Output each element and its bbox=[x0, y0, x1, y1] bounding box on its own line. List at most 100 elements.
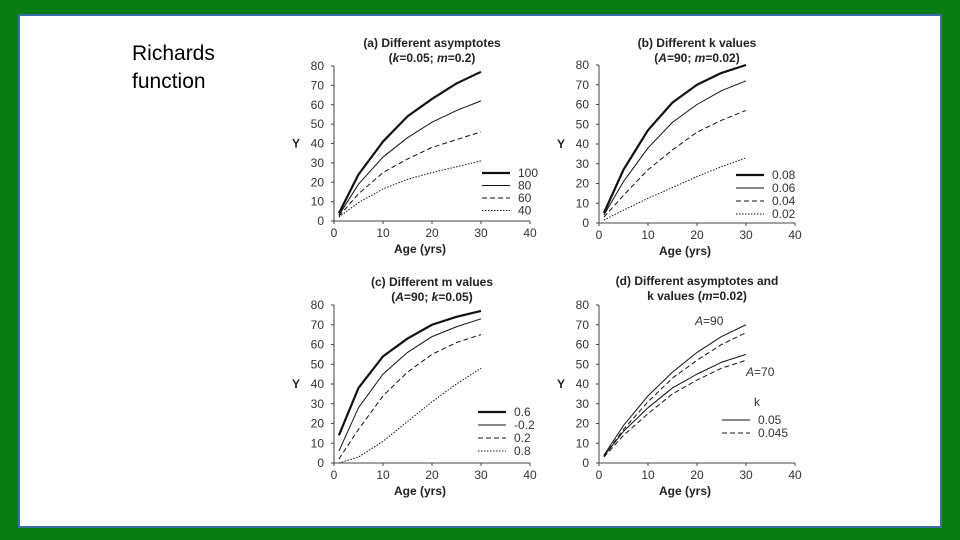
chart-title-line-2: (A=90; k=0.05) bbox=[391, 290, 472, 304]
legend-label: 0.8 bbox=[514, 444, 531, 458]
x-tick-label: 30 bbox=[474, 468, 488, 482]
slide-title: Richards function bbox=[132, 40, 272, 96]
chart-panel-c: (c) Different m values(A=90; k=0.05) 0 10 2… bbox=[292, 275, 537, 498]
legend-label: 80 bbox=[518, 179, 532, 193]
series-line-2 bbox=[603, 332, 747, 457]
y-tick-label: 70 bbox=[576, 318, 590, 332]
y-tick-label: 70 bbox=[311, 318, 325, 332]
y-tick-label: 70 bbox=[576, 78, 590, 92]
x-tick-label: 40 bbox=[788, 468, 802, 482]
x-tick-label: 30 bbox=[474, 226, 488, 240]
series-line-1 bbox=[603, 324, 747, 456]
x-tick-label: 20 bbox=[425, 468, 439, 482]
x-tick-label: 0 bbox=[596, 228, 603, 242]
x-tick-label: 10 bbox=[641, 228, 655, 242]
y-tick-label: 80 bbox=[576, 58, 590, 72]
x-tick-label: 30 bbox=[739, 468, 753, 482]
series-line-4 bbox=[603, 359, 747, 458]
x-tick-label: 40 bbox=[523, 226, 537, 240]
y-tick-label: 50 bbox=[576, 357, 590, 371]
y-tick-label: 0 bbox=[317, 214, 324, 228]
series-line-4 bbox=[338, 367, 482, 464]
series-line-1 bbox=[337, 309, 482, 436]
x-tick-label: 10 bbox=[641, 468, 655, 482]
series-line-3 bbox=[603, 109, 747, 218]
legend-label: 0.04 bbox=[772, 194, 796, 208]
curve-annotation: A=90 bbox=[694, 314, 724, 328]
series-line-2 bbox=[603, 80, 747, 216]
x-tick-label: 20 bbox=[690, 228, 704, 242]
chart-title-line-1: (d) Different asymptotes and bbox=[616, 274, 779, 288]
y-tick-label: 30 bbox=[311, 397, 325, 411]
series-line-1 bbox=[337, 70, 482, 214]
y-tick-label: 50 bbox=[311, 357, 325, 371]
series-line-1 bbox=[602, 63, 747, 214]
chart-panel-a: (a) Different asymptotes(k=0.05; m=0.2) 0… bbox=[292, 36, 538, 256]
y-tick-label: 80 bbox=[576, 298, 590, 312]
y-tick-label: 50 bbox=[576, 117, 590, 131]
legend-label: 0.06 bbox=[772, 181, 796, 195]
y-tick-label: 60 bbox=[311, 338, 325, 352]
x-tick-label: 30 bbox=[739, 228, 753, 242]
legend-label: 0.02 bbox=[772, 207, 796, 221]
slide-panel: Richards function bbox=[18, 14, 942, 528]
y-tick-label: 40 bbox=[576, 377, 590, 391]
y-tick-label: 80 bbox=[311, 59, 325, 73]
y-tick-label: 30 bbox=[576, 157, 590, 171]
legend-label: 40 bbox=[518, 204, 532, 218]
x-tick-label: 20 bbox=[690, 468, 704, 482]
y-tick-label: 10 bbox=[311, 436, 325, 450]
y-tick-label: 30 bbox=[576, 397, 590, 411]
y-tick-label: 10 bbox=[576, 196, 590, 210]
x-tick-label: 0 bbox=[596, 468, 603, 482]
x-tick-label: 0 bbox=[331, 468, 338, 482]
y-tick-label: 60 bbox=[311, 98, 325, 112]
chart-title-line-1: (c) Different m values bbox=[371, 275, 493, 289]
x-axis-label: Age (yrs) bbox=[394, 484, 446, 498]
y-tick-label: 80 bbox=[311, 298, 325, 312]
y-tick-label: 40 bbox=[576, 137, 590, 151]
series-line-4 bbox=[338, 160, 482, 218]
y-tick-label: 60 bbox=[576, 338, 590, 352]
y-tick-label: 40 bbox=[311, 377, 325, 391]
x-tick-label: 20 bbox=[425, 226, 439, 240]
x-tick-label: 0 bbox=[331, 226, 338, 240]
y-tick-label: 20 bbox=[311, 175, 325, 189]
series-line-2 bbox=[338, 100, 482, 216]
y-tick-label: 10 bbox=[576, 436, 590, 450]
chart-title-line-2: k values (m=0.02) bbox=[647, 289, 747, 303]
y-tick-label: 60 bbox=[576, 98, 590, 112]
x-axis-label: Age (yrs) bbox=[659, 244, 711, 258]
y-tick-label: 0 bbox=[582, 216, 589, 230]
legend-label: -0.2 bbox=[514, 418, 535, 432]
series-line-3 bbox=[338, 334, 482, 460]
slide-title-line-2: function bbox=[132, 70, 206, 93]
legend-label: 0.05 bbox=[758, 413, 782, 427]
y-tick-label: 0 bbox=[582, 456, 589, 470]
y-tick-label: 30 bbox=[311, 156, 325, 170]
chart-panel-b: (b) Different k values(A=90; m=0.02) 0 10 2… bbox=[557, 36, 802, 258]
chart-title-line-1: (a) Different asymptotes bbox=[363, 36, 501, 50]
y-axis-label: Y bbox=[292, 377, 300, 391]
y-tick-label: 20 bbox=[311, 417, 325, 431]
y-tick-label: 50 bbox=[311, 117, 325, 131]
y-tick-label: 40 bbox=[311, 137, 325, 151]
x-tick-label: 10 bbox=[376, 226, 390, 240]
series-line-2 bbox=[338, 318, 482, 452]
legend-label: 100 bbox=[518, 166, 538, 180]
y-tick-label: 20 bbox=[576, 417, 590, 431]
legend-label: 60 bbox=[518, 191, 532, 205]
y-tick-label: 0 bbox=[317, 456, 324, 470]
x-tick-label: 40 bbox=[523, 468, 537, 482]
x-tick-label: 40 bbox=[788, 228, 802, 242]
legend-label: 0.6 bbox=[514, 405, 531, 419]
legend-label: 0.045 bbox=[758, 426, 788, 440]
slide-title-line-1: Richards bbox=[132, 42, 215, 65]
legend-label: 0.08 bbox=[772, 168, 796, 182]
series-line-3 bbox=[603, 353, 747, 457]
x-axis-label: Age (yrs) bbox=[659, 484, 711, 498]
y-axis-label: Y bbox=[557, 137, 565, 151]
y-axis-label: Y bbox=[292, 137, 300, 151]
legend-title: k bbox=[754, 395, 761, 409]
